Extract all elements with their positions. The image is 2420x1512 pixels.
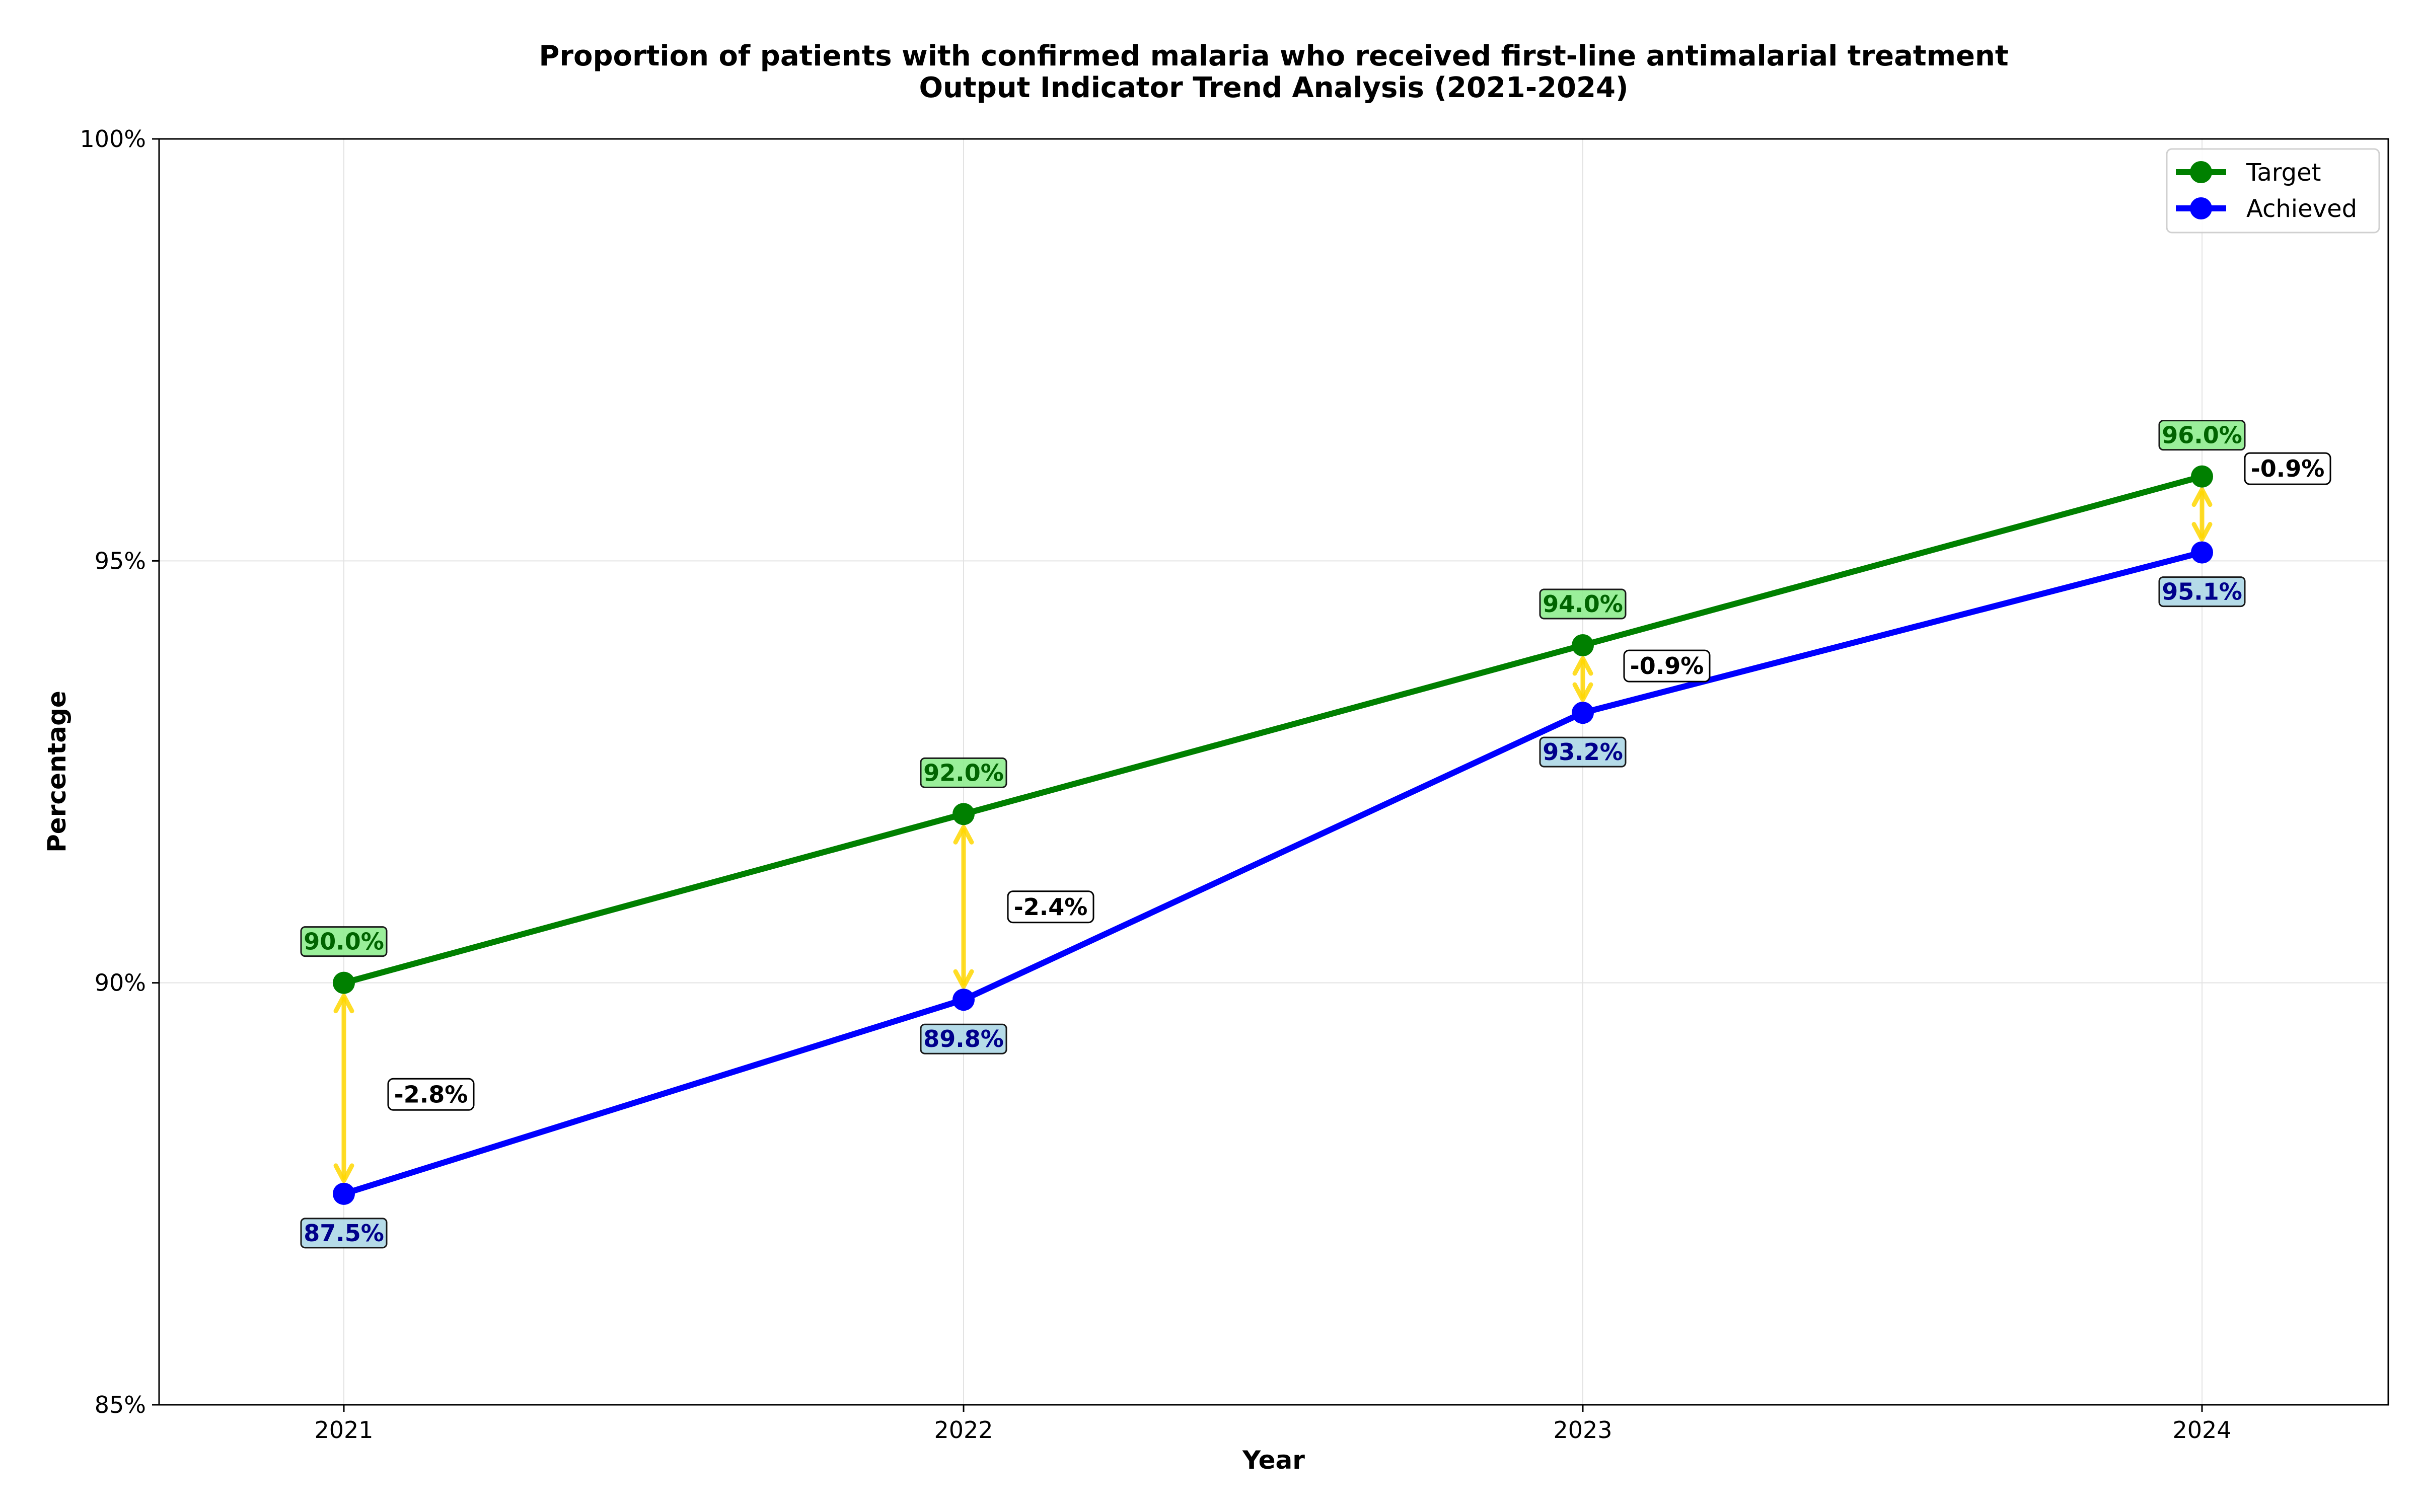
gap-label: -0.9% [1630, 652, 1704, 679]
legend-label: Target [2246, 159, 2321, 187]
y-tick-label: 100% [80, 125, 146, 153]
point-achieved [2191, 541, 2213, 564]
gap-arrow-head-down [1572, 682, 1593, 702]
x-tick-label: 2022 [934, 1416, 993, 1444]
gap-arrow-head-down [333, 1163, 354, 1183]
x-axis-ticks: 2021 2022 2023 2024 [314, 1405, 2232, 1444]
gap-label: -2.8% [394, 1081, 468, 1108]
target-data-label: 92.0% [923, 759, 1004, 786]
point-target [1572, 634, 1594, 656]
legend: Target Achieved [2166, 148, 2380, 234]
gap-label-box [2244, 452, 2331, 485]
series-line-achieved [343, 549, 2203, 1197]
y-tick-label: 90% [95, 969, 146, 997]
gap-label-box [1623, 649, 1711, 683]
gap-label: -2.4% [1014, 893, 1088, 921]
gap-arrow-head-up [953, 824, 974, 845]
achieved-data-label-box [920, 1023, 1007, 1054]
gap-label: -0.9% [2251, 455, 2325, 482]
gap-arrow-head-up [333, 994, 354, 1014]
point-target [952, 803, 975, 825]
data-labels: 90.0% 92.0% 94.0% 96.0% 87.5% 89.8% 93.2% 95.1%… [300, 420, 2331, 1249]
chart-title: Proportion of patients with confirmed ma… [539, 40, 2008, 72]
gap-arrow-head-up [2191, 487, 2213, 507]
x-tick-label: 2021 [314, 1416, 373, 1444]
achieved-data-label-box [300, 1218, 388, 1249]
y-axis-title: Percentage [42, 691, 71, 853]
target-data-label-box [920, 757, 1007, 788]
y-tick-label: 95% [95, 547, 146, 574]
target-data-label-box [2158, 420, 2246, 451]
achieved-data-label-box [2158, 576, 2246, 608]
target-data-label-box [1539, 588, 1627, 620]
chart-subtitle: Output Indicator Trend Analysis (2021-20… [919, 71, 1628, 104]
achieved-data-label: 95.1% [2162, 578, 2242, 606]
series-line-target [343, 473, 2203, 986]
data-points [333, 465, 2213, 1205]
legend-label: Achieved [2246, 195, 2357, 223]
achieved-data-label: 87.5% [304, 1220, 384, 1247]
x-tick-label: 2024 [2172, 1416, 2231, 1444]
achieved-data-label: 93.2% [1543, 738, 1623, 766]
gap-arrow-head-up [1572, 656, 1593, 676]
point-achieved [1572, 702, 1594, 724]
point-achieved [333, 1182, 355, 1205]
target-data-label: 94.0% [1543, 590, 1623, 618]
gap-arrows [333, 487, 2213, 1183]
gap-label-box [387, 1078, 475, 1111]
series-lines [343, 473, 2203, 1197]
gap-label-box [1007, 890, 1094, 924]
x-axis-title: Year [1242, 1446, 1305, 1475]
legend-swatch-marker [2190, 161, 2212, 183]
point-achieved [952, 989, 975, 1011]
y-tick-label: 85% [95, 1391, 146, 1418]
point-target [333, 971, 355, 994]
achieved-data-label: 89.8% [923, 1025, 1004, 1052]
x-tick-label: 2023 [1553, 1416, 1612, 1444]
plot-area [158, 138, 2389, 1406]
target-data-label: 90.0% [304, 928, 384, 955]
target-data-label: 96.0% [2162, 422, 2242, 449]
legend-swatch-marker [2190, 197, 2212, 219]
target-data-label-box [300, 926, 388, 957]
achieved-data-label-box [1539, 736, 1627, 768]
point-target [2191, 465, 2213, 488]
y-axis-ticks: 85% 90% 95% 100% [80, 125, 159, 1418]
gap-arrow-head-down [2191, 522, 2213, 542]
gap-arrow-head-down [953, 969, 974, 989]
